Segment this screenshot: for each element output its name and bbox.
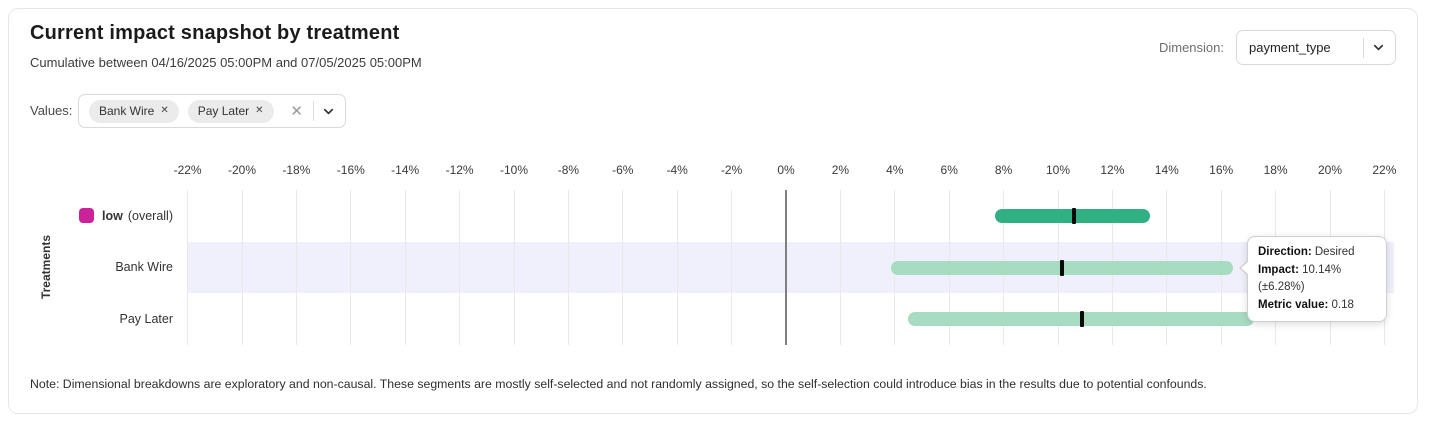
gridline xyxy=(839,190,841,345)
disclaimer-note: Note: Dimensional breakdowns are explora… xyxy=(30,377,1207,391)
gridline xyxy=(731,190,733,345)
values-label: Values: xyxy=(30,103,73,118)
x-tick-label: 4% xyxy=(886,163,904,177)
gridline xyxy=(350,190,352,345)
x-tick-label: -4% xyxy=(666,163,688,177)
treatment-row-label: Pay Later xyxy=(0,293,173,345)
dimension-select[interactable]: payment_type xyxy=(1236,30,1396,65)
point-estimate-marker xyxy=(1080,311,1085,328)
tooltip-row: Direction: Desired xyxy=(1258,246,1355,258)
x-tick-label: 20% xyxy=(1317,163,1343,177)
row-labels: low (overall) Bank Wire Pay Later xyxy=(0,190,173,345)
value-chip-pay-later[interactable]: Pay Later ✕ xyxy=(187,99,274,123)
x-tick-label: -10% xyxy=(499,163,528,177)
chevron-down-icon[interactable] xyxy=(321,104,336,119)
tooltip-row: Impact: 10.14% (±6.28%) xyxy=(1258,263,1342,294)
gridline xyxy=(676,190,678,345)
x-axis: -22% -20% -18% -16% -14% -12% -10% -8% -6% -4% -2%… xyxy=(0,163,1434,179)
x-tick-label: 0% xyxy=(777,163,795,177)
x-tick-label: -2% xyxy=(720,163,743,177)
remove-chip-icon[interactable]: ✕ xyxy=(255,105,264,116)
gridline xyxy=(187,190,189,345)
gridline xyxy=(404,190,406,345)
row-label-text: Pay Later xyxy=(119,312,173,327)
x-tick-label: 18% xyxy=(1263,163,1288,177)
x-tick-label: 2% xyxy=(831,163,850,177)
x-tick-label: -6% xyxy=(612,163,634,177)
dimension-control: Dimension: payment_type xyxy=(1159,30,1396,65)
treatment-row-label: low (overall) xyxy=(0,190,173,242)
select-divider xyxy=(313,101,314,121)
chart-plot-area xyxy=(0,190,1434,345)
x-tick-label: 6% xyxy=(940,163,958,177)
dimension-selected-value: payment_type xyxy=(1249,40,1331,55)
gridline xyxy=(622,190,624,345)
gridline xyxy=(459,190,461,345)
point-estimate-marker xyxy=(1059,259,1064,276)
date-range-subtitle: Cumulative between 04/16/2025 05:00PM an… xyxy=(30,55,422,70)
x-tick-label: 10% xyxy=(1045,163,1071,177)
x-tick-label: -16% xyxy=(336,163,365,177)
chip-label: Bank Wire xyxy=(99,104,155,118)
chevron-down-icon[interactable] xyxy=(1371,40,1386,55)
legend-swatch xyxy=(79,208,94,224)
row-label-suffix: (overall) xyxy=(127,208,173,223)
chart-tooltip: Direction: Desired Impact: 10.14% (±6.28… xyxy=(1239,236,1387,322)
x-tick-label: -22% xyxy=(173,163,202,177)
treatment-row-label: Bank Wire xyxy=(0,242,173,294)
tooltip-row: Metric value: 0.18 xyxy=(1258,298,1354,311)
x-tick-label: 16% xyxy=(1209,163,1234,177)
remove-chip-icon[interactable]: ✕ xyxy=(160,105,169,116)
value-chip-bank-wire[interactable]: Bank Wire ✕ xyxy=(89,99,179,123)
gridline xyxy=(241,190,243,345)
dimension-label: Dimension: xyxy=(1158,40,1224,55)
row-label-text: Bank Wire xyxy=(115,260,173,275)
x-tick-label: 8% xyxy=(994,163,1013,177)
x-tick-label: 14% xyxy=(1154,163,1179,177)
x-tick-label: -18% xyxy=(282,163,311,177)
impact-snapshot-card xyxy=(8,8,1418,414)
page-title: Current impact snapshot by treatment xyxy=(30,22,400,44)
x-tick-label: 12% xyxy=(1100,163,1125,177)
gridline xyxy=(513,190,515,345)
zero-gridline xyxy=(785,190,787,345)
gridline xyxy=(295,190,297,345)
x-tick-label: -14% xyxy=(391,163,420,177)
x-tick-label: -8% xyxy=(557,163,580,177)
clear-values-icon[interactable]: ✕ xyxy=(290,103,303,120)
point-estimate-marker xyxy=(1072,207,1077,224)
x-tick-label: -12% xyxy=(445,163,474,177)
values-multiselect[interactable]: Bank Wire ✕ Pay Later ✕ ✕ xyxy=(78,94,346,128)
row-label-text: low xyxy=(102,208,123,223)
y-axis-label: Treatments xyxy=(39,235,53,300)
select-divider xyxy=(1363,37,1364,58)
x-tick-label: 22% xyxy=(1372,163,1397,177)
chip-label: Pay Later xyxy=(197,104,250,118)
gridline xyxy=(567,190,569,345)
x-tick-label: -20% xyxy=(227,163,256,177)
